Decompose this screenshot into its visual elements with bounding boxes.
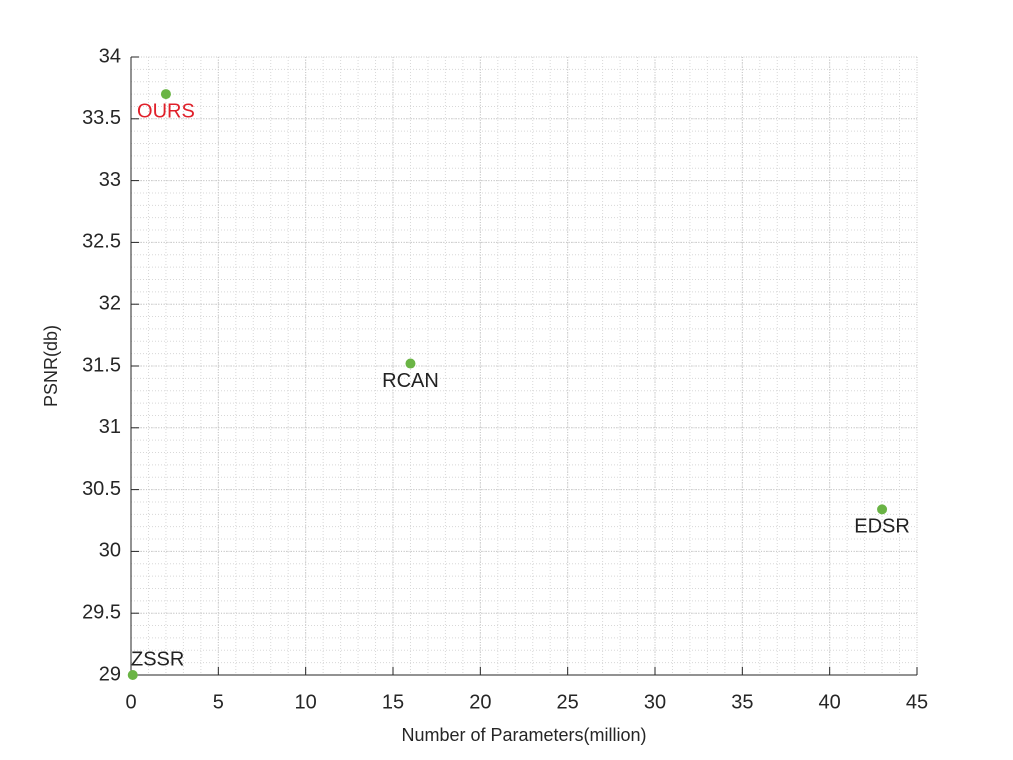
y-tick-label: 31.5 <box>82 354 121 376</box>
y-tick-label: 32.5 <box>82 231 121 253</box>
y-axis-label: PSNR(db) <box>41 325 61 407</box>
x-tick-label: 35 <box>731 691 753 713</box>
x-tick-label: 5 <box>213 691 224 713</box>
x-tick-label: 25 <box>557 691 579 713</box>
point <box>127 670 138 680</box>
y-tick-label: 29.5 <box>82 601 121 623</box>
x-tick-label: 15 <box>382 691 404 713</box>
x-tick-label: 20 <box>469 691 491 713</box>
x-tick-label: 40 <box>819 691 841 713</box>
y-tick-label: 33.5 <box>82 107 121 129</box>
y-tick-label: 33 <box>99 169 121 191</box>
x-tick-label: 0 <box>125 691 136 713</box>
x-tick-label: 10 <box>295 691 317 713</box>
y-tick-label: 30 <box>99 540 121 562</box>
x-axis-label: Number of Parameters(million) <box>401 725 646 745</box>
point-label: RCAN <box>382 370 439 392</box>
point-label: ZSSR <box>131 648 184 670</box>
x-tick-label: 45 <box>906 691 928 713</box>
y-tick-label: 32 <box>99 292 121 314</box>
point <box>877 504 888 515</box>
point-label: OURS <box>137 100 195 122</box>
point <box>160 89 171 100</box>
y-tick-label: 30.5 <box>82 478 121 500</box>
y-tick-label: 29 <box>99 663 121 685</box>
y-tick-label: 31 <box>99 416 121 438</box>
point-label: EDSR <box>854 516 910 538</box>
point <box>405 358 416 369</box>
y-tick-label: 34 <box>99 45 121 67</box>
x-tick-label: 30 <box>644 691 666 713</box>
